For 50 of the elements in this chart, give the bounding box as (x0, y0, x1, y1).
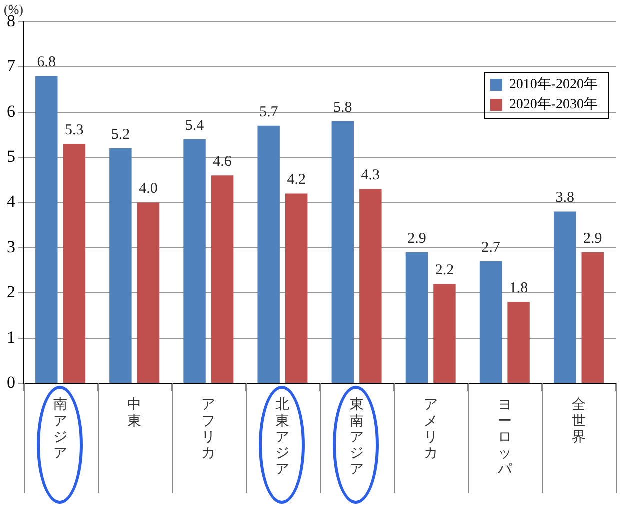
bar (332, 121, 354, 383)
bar (211, 176, 234, 383)
data-label: 6.8 (37, 54, 56, 71)
data-label: 5.4 (185, 118, 205, 134)
data-label: 3.8 (556, 190, 574, 206)
x-tick-label: 東南アジア (350, 397, 364, 478)
y-tick-label: 1 (7, 328, 16, 347)
x-tick-label: アフリカ (202, 398, 216, 462)
y-tick-label: 5 (7, 147, 16, 166)
y-tick-label: 6 (7, 102, 16, 121)
bar (434, 284, 456, 383)
bar (184, 139, 206, 383)
data-label: 2.9 (408, 230, 426, 247)
bar (36, 76, 58, 383)
bar (258, 126, 280, 383)
data-label: 2.2 (435, 262, 454, 279)
legend-label: 2010年-2020年 (509, 76, 598, 93)
data-label: 5.8 (334, 100, 352, 116)
data-label: 4.3 (361, 168, 380, 184)
bar (110, 148, 132, 383)
bar (137, 202, 160, 383)
y-tick-label: 4 (7, 192, 16, 212)
x-tick-label: ヨーロッパ (496, 398, 513, 478)
bar (285, 194, 308, 383)
legend-label: 2020年-2030年 (509, 96, 598, 113)
data-label: 4.6 (213, 154, 232, 170)
y-tick-label: 2 (7, 282, 16, 302)
data-label: 2.7 (482, 240, 501, 256)
x-tick-label: 南アジア (54, 397, 68, 462)
y-tick-label: 0 (7, 372, 16, 392)
data-label: 2.9 (583, 230, 602, 247)
bar (508, 302, 530, 383)
y-tick-label: 3 (7, 237, 16, 256)
bar (554, 212, 576, 383)
y-tick-label: 7 (7, 56, 16, 76)
data-label: 5.7 (259, 104, 279, 120)
x-tick-label: 全世界 (572, 397, 586, 446)
data-label: 4.0 (139, 181, 158, 198)
bar (406, 252, 428, 383)
x-tick-label: アメリカ (424, 398, 438, 462)
data-label: 4.2 (287, 172, 306, 188)
data-label: 1.8 (509, 280, 528, 297)
data-label: 5.2 (111, 126, 130, 143)
data-label: 5.3 (65, 122, 84, 138)
bar (360, 189, 382, 383)
x-tick-label: 中東 (128, 397, 142, 430)
bar (63, 144, 86, 383)
x-tick-label: 北東アジア (276, 397, 290, 478)
bar (480, 261, 502, 383)
bar (582, 252, 604, 383)
